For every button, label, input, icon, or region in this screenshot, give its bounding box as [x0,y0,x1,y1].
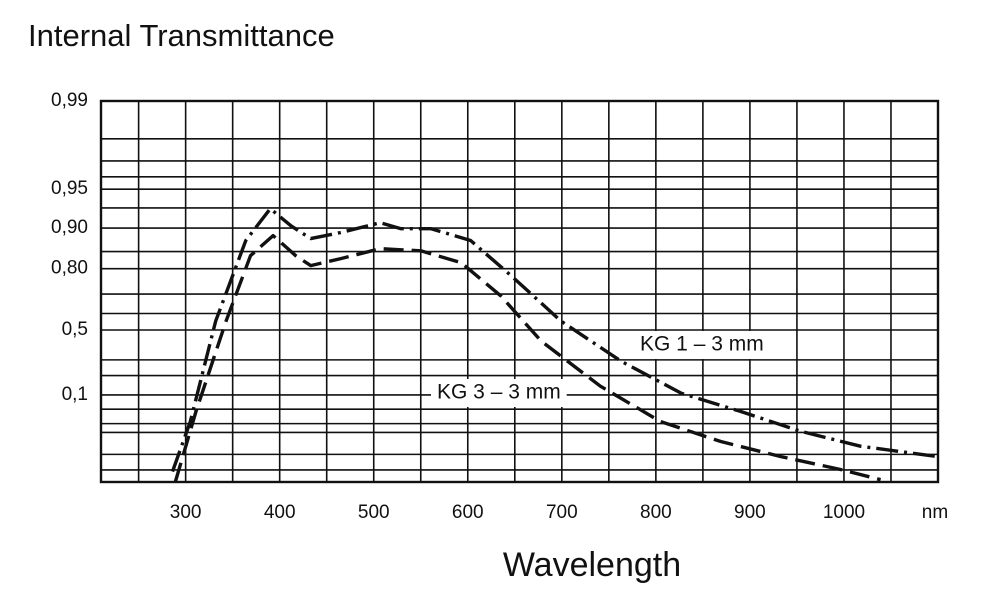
grid [101,100,938,482]
x-axis-label: Wavelength [503,546,681,584]
y-tick-label: 0,95 [51,178,88,199]
x-tick-label: 900 [734,502,766,523]
y-tick-label: 0,90 [51,217,88,238]
chart-title: Internal Transmittance [28,18,335,53]
x-tick-label: 600 [452,502,484,523]
series-label: KG 3 – 3 mm [437,381,561,404]
series-line [173,233,882,483]
lines [170,207,939,483]
x-tick-label: 800 [640,502,672,523]
y-tick-label: 0,1 [62,384,88,405]
x-tick-label: 1000 [823,502,865,523]
series-label-bg [431,379,567,407]
y-tick-label: 0,5 [62,319,88,340]
plot-frame [99,99,940,484]
x-tick-label: 700 [546,502,578,523]
labels: KG 1 – 3 mm KG 3 – 3 mm [431,331,770,407]
x-unit: nm [922,502,948,523]
y-tick-label: 0,80 [51,258,88,279]
x-tick-label: 500 [358,502,390,523]
series-label: KG 1 – 3 mm [640,333,764,356]
y-tick-label: 0,99 [51,90,88,111]
x-tick-label: 300 [170,502,202,523]
series-label-bg [634,331,770,359]
x-tick-label: 400 [264,502,296,523]
